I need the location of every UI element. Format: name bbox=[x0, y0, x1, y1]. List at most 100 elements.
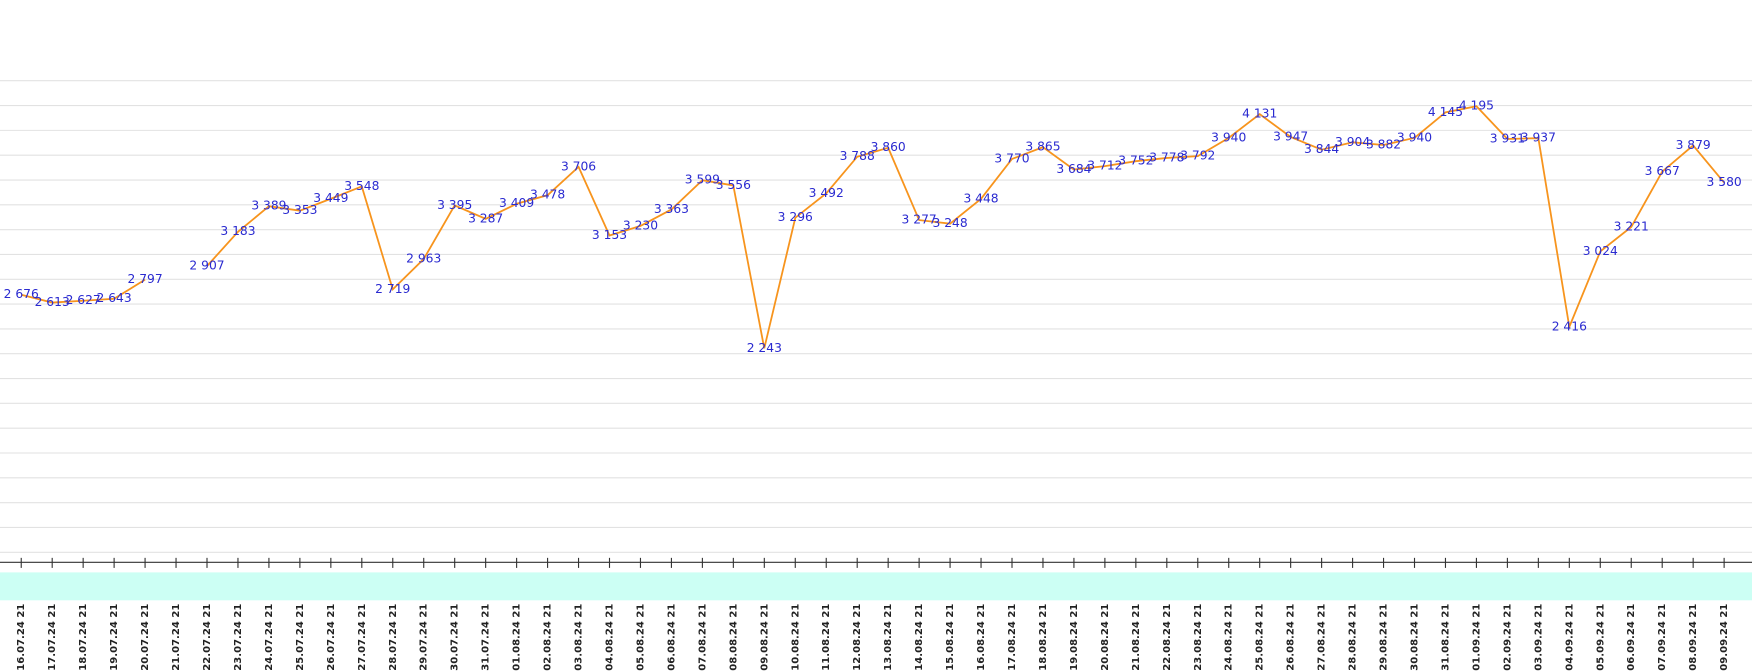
x-tick-label: 02.09.24 21 bbox=[1502, 604, 1513, 671]
data-label: 2 243 bbox=[747, 341, 782, 355]
x-tick-label: 31.08.24 21 bbox=[1440, 604, 1451, 671]
data-label: 2 643 bbox=[97, 291, 132, 305]
data-label: 3 882 bbox=[1366, 138, 1401, 152]
x-tick-label: 28.08.24 21 bbox=[1348, 604, 1359, 671]
x-tick-label: 05.08.24 21 bbox=[635, 604, 646, 671]
x-tick-label: 25.08.24 21 bbox=[1255, 604, 1266, 671]
data-label: 3 353 bbox=[282, 203, 317, 217]
x-tick-label: 30.07.24 21 bbox=[450, 604, 461, 671]
data-line bbox=[21, 105, 1725, 349]
x-tick-label: 09.09.24 21 bbox=[1719, 604, 1730, 671]
x-tick-label: 31.07.24 21 bbox=[481, 604, 492, 671]
data-label: 2 676 bbox=[4, 287, 39, 301]
data-label: 3 667 bbox=[1645, 164, 1680, 178]
x-tick-label: 24.07.24 21 bbox=[264, 604, 275, 671]
x-tick-label: 17.08.24 21 bbox=[1007, 604, 1018, 671]
x-tick-label: 27.07.24 21 bbox=[357, 604, 368, 671]
data-label: 3 492 bbox=[809, 186, 844, 200]
x-tick-label: 18.08.24 21 bbox=[1038, 604, 1049, 671]
x-tick-label: 06.08.24 21 bbox=[666, 604, 677, 671]
x-tick-label: 19.07.24 21 bbox=[109, 604, 120, 671]
x-tick-label: 18.07.24 21 bbox=[78, 604, 89, 671]
x-tick-label: 14.08.24 21 bbox=[914, 604, 925, 671]
x-tick-label: 20.08.24 21 bbox=[1100, 604, 1111, 671]
data-label: 3 183 bbox=[220, 224, 255, 238]
x-tick-label: 26.07.24 21 bbox=[326, 604, 337, 671]
data-label: 3 409 bbox=[499, 196, 534, 210]
x-tick-label: 12.08.24 21 bbox=[852, 604, 863, 671]
data-label: 3 448 bbox=[963, 191, 998, 205]
x-tick-label: 11.08.24 21 bbox=[821, 604, 832, 671]
data-label: 3 024 bbox=[1583, 244, 1618, 258]
x-tick-label: 04.09.24 21 bbox=[1564, 604, 1575, 671]
x-tick-label: 07.09.24 21 bbox=[1657, 604, 1668, 671]
data-label: 3 931 bbox=[1490, 131, 1525, 145]
x-tick-label: 15.08.24 21 bbox=[945, 604, 956, 671]
x-tick-label: 08.08.24 21 bbox=[728, 604, 739, 671]
data-label: 4 131 bbox=[1242, 107, 1277, 121]
data-label: 3 556 bbox=[716, 178, 751, 192]
data-label: 4 195 bbox=[1459, 99, 1494, 113]
x-tick-label: 06.09.24 21 bbox=[1626, 604, 1637, 671]
x-tick-label: 13.08.24 21 bbox=[883, 604, 894, 671]
data-label: 3 548 bbox=[344, 179, 379, 193]
data-label: 3 449 bbox=[313, 191, 348, 205]
x-tick-label: 01.08.24 21 bbox=[512, 604, 523, 671]
x-tick-label: 03.09.24 21 bbox=[1533, 604, 1544, 671]
x-tick-label: 16.07.24 21 bbox=[16, 604, 27, 671]
x-tick-label: 21.07.24 21 bbox=[171, 604, 182, 671]
data-label: 3 778 bbox=[1149, 150, 1184, 164]
data-label: 3 277 bbox=[902, 213, 937, 227]
data-label: 3 788 bbox=[840, 149, 875, 163]
data-label: 3 230 bbox=[623, 218, 658, 232]
x-tick-label: 21.08.24 21 bbox=[1131, 604, 1142, 671]
x-tick-label: 29.08.24 21 bbox=[1379, 604, 1390, 671]
x-tick-label: 10.08.24 21 bbox=[790, 604, 801, 671]
data-label: 2 627 bbox=[66, 293, 101, 307]
data-label: 2 907 bbox=[189, 259, 224, 273]
data-label: 3 221 bbox=[1614, 220, 1649, 234]
data-label: 3 940 bbox=[1211, 130, 1246, 144]
data-label: 3 580 bbox=[1707, 175, 1742, 189]
x-axis-band bbox=[0, 572, 1752, 601]
data-label: 2 613 bbox=[35, 295, 70, 309]
data-label: 3 287 bbox=[468, 211, 503, 225]
data-label: 3 860 bbox=[871, 140, 906, 154]
x-tick-label: 08.09.24 21 bbox=[1688, 604, 1699, 671]
data-label: 3 879 bbox=[1676, 138, 1711, 152]
x-tick-label: 05.09.24 21 bbox=[1595, 604, 1606, 671]
x-tick-label: 22.07.24 21 bbox=[202, 604, 213, 671]
data-label: 3 865 bbox=[1025, 140, 1060, 154]
data-label: 2 963 bbox=[406, 252, 441, 266]
data-label: 2 416 bbox=[1552, 319, 1587, 333]
x-tick-label: 23.08.24 21 bbox=[1193, 604, 1204, 671]
data-label: 3 706 bbox=[561, 159, 596, 173]
x-tick-label: 26.08.24 21 bbox=[1286, 604, 1297, 671]
data-label: 3 478 bbox=[530, 188, 565, 202]
data-label: 3 752 bbox=[1118, 154, 1153, 168]
x-tick-label: 30.08.24 21 bbox=[1410, 604, 1421, 671]
data-label: 3 363 bbox=[654, 202, 689, 216]
x-tick-label: 19.08.24 21 bbox=[1069, 604, 1080, 671]
data-label: 2 797 bbox=[127, 272, 162, 286]
data-label: 3 770 bbox=[994, 151, 1029, 165]
data-label: 3 684 bbox=[1056, 162, 1091, 176]
data-label: 3 153 bbox=[592, 228, 627, 242]
data-label: 3 844 bbox=[1304, 142, 1339, 156]
x-tick-label: 28.07.24 21 bbox=[388, 604, 399, 671]
data-label: 3 712 bbox=[1087, 159, 1122, 173]
x-tick-label: 27.08.24 21 bbox=[1317, 604, 1328, 671]
x-tick-label: 16.08.24 21 bbox=[976, 604, 987, 671]
data-label: 3 248 bbox=[932, 216, 967, 230]
x-tick-label: 17.07.24 21 bbox=[47, 604, 58, 671]
x-tick-label: 20.07.24 21 bbox=[140, 604, 151, 671]
x-tick-label: 22.08.24 21 bbox=[1162, 604, 1173, 671]
x-tick-label: 04.08.24 21 bbox=[605, 604, 616, 671]
x-tick-label: 24.08.24 21 bbox=[1224, 604, 1235, 671]
data-label: 3 947 bbox=[1273, 129, 1308, 143]
data-label: 4 145 bbox=[1428, 105, 1463, 119]
data-label: 3 599 bbox=[685, 173, 720, 187]
x-tick-label: 02.08.24 21 bbox=[543, 604, 554, 671]
x-tick-label: 07.08.24 21 bbox=[697, 604, 708, 671]
